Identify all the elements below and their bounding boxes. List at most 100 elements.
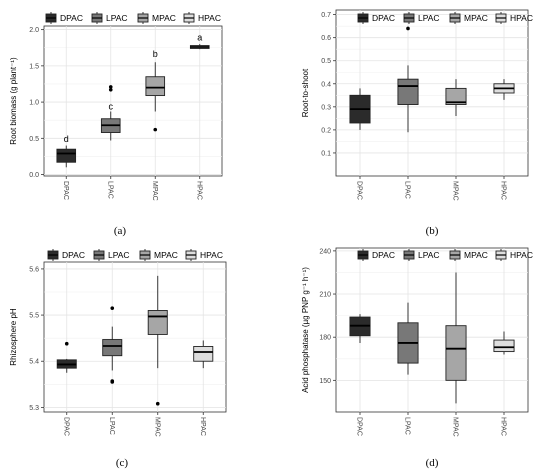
box-body [397,78,419,105]
legend-key-hpac: HPAC [495,12,533,24]
box-body [56,148,77,163]
legend-key-hpac: HPAC [185,249,223,261]
x-tick-label: MPAC [452,417,459,437]
box-body [102,339,123,357]
legend-label: MPAC [152,13,176,23]
y-tick-label: 5.4 [29,359,39,366]
legend-key-mpac: MPAC [139,249,178,261]
outlier-point [108,87,113,92]
legend-label: MPAC [464,250,488,260]
panel-caption: (b) [426,225,439,237]
significance-letter: d [64,134,69,144]
x-tick-label: LPAC [108,417,115,435]
box-dpac [349,88,371,130]
outlier-point [108,85,113,89]
y-tick-label: 0.5 [321,58,331,65]
legend-label: MPAC [464,13,488,23]
y-tick-label: 0.5 [29,136,39,143]
x-tick-label: DPAC [62,181,69,200]
legend-key-dpac: DPAC [47,249,85,261]
panel-caption: (d) [426,457,439,469]
box-hpac [493,79,515,100]
box-body [493,339,515,353]
y-axis-label: Acid phosphatase (µg PNP g⁻¹ h⁻¹) [301,267,310,393]
outlier-point [110,306,115,310]
y-tick-label: 0.0 [29,172,39,179]
x-tick-label: DPAC [356,417,363,436]
x-tick-label: MPAC [153,417,160,437]
legend-label: LPAC [106,13,128,23]
box-mpac [445,79,467,117]
x-tick-label: DPAC [356,181,363,200]
legend-key-lpac: LPAC [93,249,130,261]
x-tick-label: LPAC [106,181,113,199]
y-tick-label: 210 [319,292,331,299]
box-hpac [193,340,214,369]
legend-label: DPAC [372,250,395,260]
box-body [445,87,467,105]
y-tick-label: 0.1 [321,150,331,157]
panel-caption: (c) [116,457,129,469]
box-lpac [100,85,121,141]
box-body [193,346,214,362]
legend-label: LPAC [108,250,130,260]
legend-key-hpac: HPAC [495,249,533,261]
legend-label: HPAC [200,250,223,260]
x-tick-label: LPAC [404,181,411,199]
y-tick-label: 5.6 [29,266,39,273]
legend-label: HPAC [198,13,221,23]
panel-c: 5.3 5.4 5.5 5.6 Rhizosphere pH DPAC LPAC MPAC HP… [9,249,227,469]
box-lpac [397,302,419,375]
x-tick-label: HPAC [500,181,507,200]
x-tick-label: DPAC [62,417,69,436]
legend-key-hpac: HPAC [183,12,221,24]
legend: DPAC LPAC MPAC HPAC [45,12,221,24]
y-tick-label: 150 [319,378,331,385]
y-tick-label: 0.2 [321,127,331,134]
legend-label: HPAC [510,250,533,260]
x-tick-label: HPAC [500,417,507,436]
box-body [145,76,166,97]
outlier-point [110,380,115,384]
outlier-point [406,26,410,31]
outlier-point [155,401,160,406]
box-mpac [145,62,166,132]
legend-key-dpac: DPAC [357,249,395,261]
legend-label: DPAC [372,13,395,23]
panel-b: 0.1 0.2 0.3 0.4 0.5 0.6 0.7 Root-to-shoot DPAC LP… [301,9,533,237]
box-lpac [397,26,419,133]
y-tick-label: 1.0 [29,100,39,107]
legend: DPAC LPAC MPAC HPAC [47,249,223,261]
box-body [147,310,168,335]
y-axis-label: Rhizosphere pH [9,308,18,366]
y-tick-label: 5.3 [29,405,39,412]
significance-letter: c [109,101,114,111]
x-tick-label: MPAC [452,181,459,201]
legend-label: HPAC [510,13,533,23]
box-dpac [56,145,77,168]
y-tick-label: 1.5 [29,63,39,70]
box-hpac [189,44,210,50]
box-hpac [493,331,515,355]
x-tick-label: HPAC [199,417,206,436]
box-mpac [147,275,168,406]
box-dpac [349,314,371,343]
outlier-point [64,341,69,346]
significance-letter: a [197,32,202,42]
y-tick-label: 0.3 [321,104,331,111]
box-lpac [102,306,123,384]
x-tick-label: HPAC [195,181,202,200]
legend-label: LPAC [418,250,440,260]
significance-letter: b [153,49,158,59]
legend: DPAC LPAC MPAC HPAC [357,12,533,24]
legend-label: LPAC [418,13,440,23]
legend-key-lpac: LPAC [403,249,440,261]
plot-area [43,261,227,413]
legend-key-mpac: MPAC [449,12,488,24]
legend-key-mpac: MPAC [449,249,488,261]
legend: DPAC LPAC MPAC HPAC [357,249,533,261]
panel-a: 0.0 0.5 1.0 1.5 2.0 Root biomass (g plant⁻¹) D… [9,12,223,237]
legend-label: MPAC [154,250,178,260]
y-axis-label: Root-to-shoot [301,68,310,117]
